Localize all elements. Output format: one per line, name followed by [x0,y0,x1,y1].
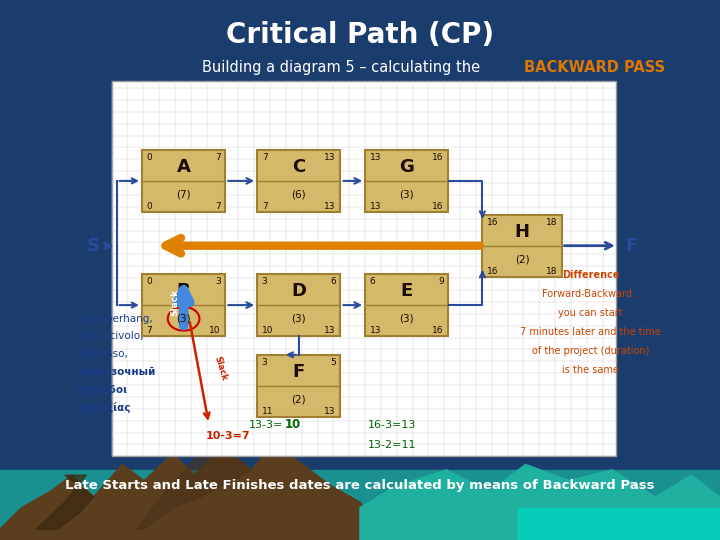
Text: 13: 13 [370,153,381,162]
Text: 3: 3 [262,277,267,286]
Text: 7: 7 [262,202,267,211]
Text: Planüberhang,: Planüberhang, [77,314,153,323]
Text: 16-3=13: 16-3=13 [368,420,417,430]
Text: 10: 10 [262,326,273,335]
Text: E: E [400,282,413,300]
Text: 3: 3 [262,358,267,367]
Polygon shape [0,443,382,540]
Text: 5: 5 [330,358,336,367]
Text: (6): (6) [292,190,306,200]
Text: 10-3=7: 10-3=7 [206,431,251,441]
Text: 0: 0 [147,202,152,211]
Text: 7 minutes later and the time: 7 minutes later and the time [520,327,661,337]
Text: of the project (duration): of the project (duration) [531,346,649,356]
Text: 10: 10 [285,418,302,431]
Text: 7: 7 [215,153,220,162]
Polygon shape [360,464,720,540]
Text: (2): (2) [292,395,306,405]
Text: 7: 7 [147,326,152,335]
Text: B: B [177,282,190,300]
Text: Загрузочный: Загрузочный [77,367,156,377]
Text: (7): (7) [176,190,191,200]
Text: Regresso,: Regresso, [77,349,128,359]
Text: 13: 13 [325,407,336,416]
Text: BACKWARD PASS: BACKWARD PASS [524,60,665,75]
Text: Late Starts and Late Finishes dates are calculated by means of Backward Pass: Late Starts and Late Finishes dates are … [66,480,654,492]
Text: περίοδοι: περίοδοι [77,384,128,395]
Text: F: F [625,237,638,255]
FancyBboxPatch shape [258,274,340,336]
Text: is the same: is the same [562,365,618,375]
Text: 16: 16 [487,267,498,275]
Text: απραξίας: απραξίας [77,402,130,413]
Text: Difference: Difference [562,271,619,280]
Text: 13: 13 [325,153,336,162]
Text: 13: 13 [325,202,336,211]
Text: you can start: you can start [558,308,623,318]
Text: 16: 16 [433,202,444,211]
Text: G: G [400,158,414,176]
Text: H: H [515,223,529,241]
Polygon shape [518,508,720,540]
Text: 9: 9 [438,277,444,286]
Text: Building a diagram 5 – calculating the: Building a diagram 5 – calculating the [202,60,485,75]
Text: Critical Path (CP): Critical Path (CP) [226,21,494,49]
Text: Slack: Slack [212,355,228,382]
Text: (3): (3) [176,314,191,324]
Text: (3): (3) [400,190,414,200]
Text: 6: 6 [370,277,375,286]
FancyBboxPatch shape [258,150,340,212]
Text: C: C [292,158,305,176]
Text: 13-2=11: 13-2=11 [368,441,417,450]
FancyBboxPatch shape [482,214,562,276]
Text: 16: 16 [433,326,444,335]
Text: D: D [292,282,306,300]
Text: (2): (2) [515,254,529,265]
Text: 16: 16 [487,218,498,227]
Text: 18: 18 [546,267,557,275]
FancyBboxPatch shape [112,81,616,456]
FancyBboxPatch shape [143,274,225,336]
FancyBboxPatch shape [365,150,448,212]
Text: 13-3=: 13-3= [248,420,283,430]
Text: 0: 0 [147,153,152,162]
Text: 3: 3 [215,277,220,286]
Text: (3): (3) [292,314,306,324]
Text: 11: 11 [262,407,273,416]
Text: 10: 10 [210,326,220,335]
Text: A: A [176,158,191,176]
Text: 18: 18 [546,218,557,227]
FancyBboxPatch shape [143,150,225,212]
Text: 7: 7 [262,153,267,162]
Text: 0: 0 [147,277,152,286]
Text: F: F [292,363,305,381]
Polygon shape [137,448,252,529]
Text: 13: 13 [370,326,381,335]
Text: Slip, Scivolo,: Slip, Scivolo, [77,332,143,341]
Polygon shape [36,475,94,529]
FancyBboxPatch shape [258,355,340,417]
Text: 6: 6 [330,277,336,286]
Text: Slack: Slack [171,289,179,316]
Text: (3): (3) [400,314,414,324]
Text: 7: 7 [215,202,220,211]
Text: S: S [87,237,100,255]
Text: 13: 13 [370,202,381,211]
Text: 16: 16 [433,153,444,162]
Text: Forward-Backward :: Forward-Backward : [542,289,639,299]
Text: 13: 13 [325,326,336,335]
FancyBboxPatch shape [365,274,448,336]
